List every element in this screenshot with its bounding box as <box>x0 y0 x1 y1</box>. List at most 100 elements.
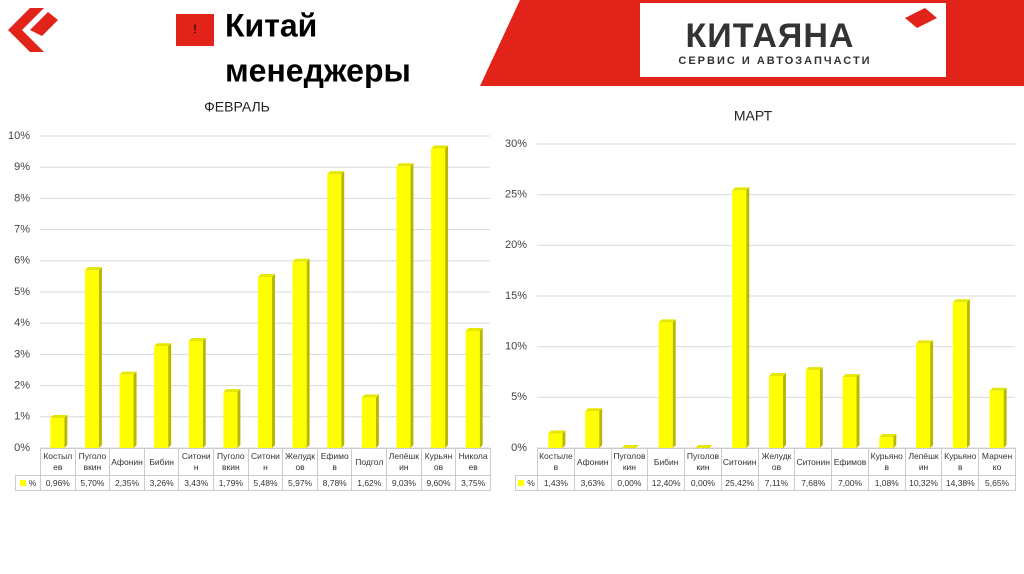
bar-top <box>465 328 483 331</box>
bar-top <box>658 319 676 323</box>
values-row: % 0,96% 5,70% 2,35% 3,26% 3,43% 1,79% 5,48% 5,97… <box>15 475 491 491</box>
legend-cell: % <box>515 475 538 491</box>
bar <box>223 392 238 448</box>
slide-title: Китай <box>225 7 317 43</box>
value-label: 2,35% <box>109 475 145 491</box>
bar-side <box>599 408 603 448</box>
value-label: 3,63% <box>573 475 612 491</box>
bar-top <box>223 389 241 393</box>
bar-side <box>202 337 206 448</box>
value-label: 7,68% <box>794 475 833 491</box>
bar <box>732 190 747 449</box>
value-label: 25,42% <box>720 475 759 491</box>
y-tick-label: 9% <box>14 161 30 173</box>
category-label: Подгол <box>351 448 388 476</box>
value-label: 10,32% <box>904 475 943 491</box>
bar-top <box>879 434 897 438</box>
value-label: 5,70% <box>74 475 111 491</box>
bar-side <box>1003 387 1007 448</box>
bar-side <box>856 374 860 448</box>
bar <box>188 340 203 448</box>
bar-side <box>746 187 750 449</box>
bar <box>916 343 931 448</box>
bar-top <box>431 145 449 149</box>
bar <box>769 375 783 448</box>
y-tick-label: 30% <box>505 138 527 150</box>
legend-swatch <box>518 479 525 486</box>
bar-top <box>585 408 603 412</box>
bar-top <box>621 445 639 448</box>
bar <box>879 437 894 448</box>
bar-top <box>361 394 379 398</box>
corner-cell <box>16 449 41 476</box>
bar-side <box>783 372 786 448</box>
value-label: 5,97% <box>282 475 318 491</box>
bar-side <box>479 328 483 448</box>
category-label: Лепёшкин <box>904 448 943 476</box>
y-tick-label: 8% <box>14 192 30 204</box>
corner-logo <box>8 8 44 52</box>
bar-side <box>341 171 345 448</box>
bar <box>396 166 411 448</box>
bar-side <box>930 340 934 448</box>
category-label: Курьянов <box>941 448 980 476</box>
category-label: Бибин <box>143 448 180 476</box>
category-label: Курьянов <box>867 448 906 476</box>
value-label: 3,75% <box>455 475 491 491</box>
bar-side <box>237 389 241 448</box>
names-row: Костылев Пуголовкин Афонин Бибин Ситонин Пуго… <box>16 448 491 476</box>
data-table: Костылев Пуголовкин Афонин Бибин Ситонин Пуго… <box>15 448 491 491</box>
bar-top <box>84 267 102 271</box>
value-label: 5,65% <box>978 475 1016 491</box>
category-label: Ситонин <box>794 448 833 476</box>
names-row: Костылев Афонин Пуголовкин Бибин Пуголовкин С… <box>516 448 1016 476</box>
value-label: 1,79% <box>213 475 249 491</box>
category-label: Пуголовкин <box>213 448 249 476</box>
category-label: Ефимов <box>316 448 353 476</box>
legend-label: % <box>28 477 37 488</box>
bar-side <box>562 430 566 448</box>
y-tick-label: 25% <box>505 189 527 201</box>
y-tick-label: 7% <box>14 224 30 236</box>
value-label: 12,40% <box>647 475 686 491</box>
bar-top <box>842 374 860 378</box>
chart-title: ФЕВРАЛЬ <box>204 99 270 115</box>
bar-side <box>306 258 310 448</box>
category-label: Курьянов <box>420 448 457 476</box>
category-label: Костылев <box>537 448 575 476</box>
value-label: 7,11% <box>757 475 796 491</box>
y-tick-label: 10% <box>505 341 527 353</box>
bar-top <box>769 372 786 376</box>
bar-top <box>805 367 823 371</box>
y-tick-label: 4% <box>14 317 30 329</box>
bar-top <box>327 171 345 175</box>
icon-text: ! <box>193 22 196 36</box>
value-label: 9,03% <box>386 475 422 491</box>
bar-side <box>98 267 102 448</box>
category-label: Желудков <box>757 448 796 476</box>
bar-side <box>672 319 676 448</box>
bar <box>465 331 480 448</box>
category-label: Пуголовкин <box>684 448 722 476</box>
legend-swatch <box>19 479 26 486</box>
legend-cell: % <box>15 475 41 491</box>
chart-title: МАРТ <box>734 108 773 124</box>
category-label: Марченко <box>978 448 1016 476</box>
bar-top <box>154 343 172 347</box>
y-tick-label: 5% <box>511 391 527 403</box>
bar-side <box>410 163 414 448</box>
bar <box>361 397 376 448</box>
bar <box>50 418 65 448</box>
bar <box>292 261 307 448</box>
bar-top <box>50 415 68 419</box>
y-tick-label: 20% <box>505 239 527 251</box>
bar-side <box>272 274 275 448</box>
y-tick-label: 0% <box>511 442 527 454</box>
bar-top <box>916 340 934 344</box>
y-tick-label: 2% <box>14 380 30 392</box>
y-tick-label: 15% <box>505 290 527 302</box>
category-label: Афонин <box>109 448 145 476</box>
y-tick-label: 0% <box>14 442 30 454</box>
value-label: 8,78% <box>316 475 353 491</box>
category-label: Ситонин <box>720 448 759 476</box>
